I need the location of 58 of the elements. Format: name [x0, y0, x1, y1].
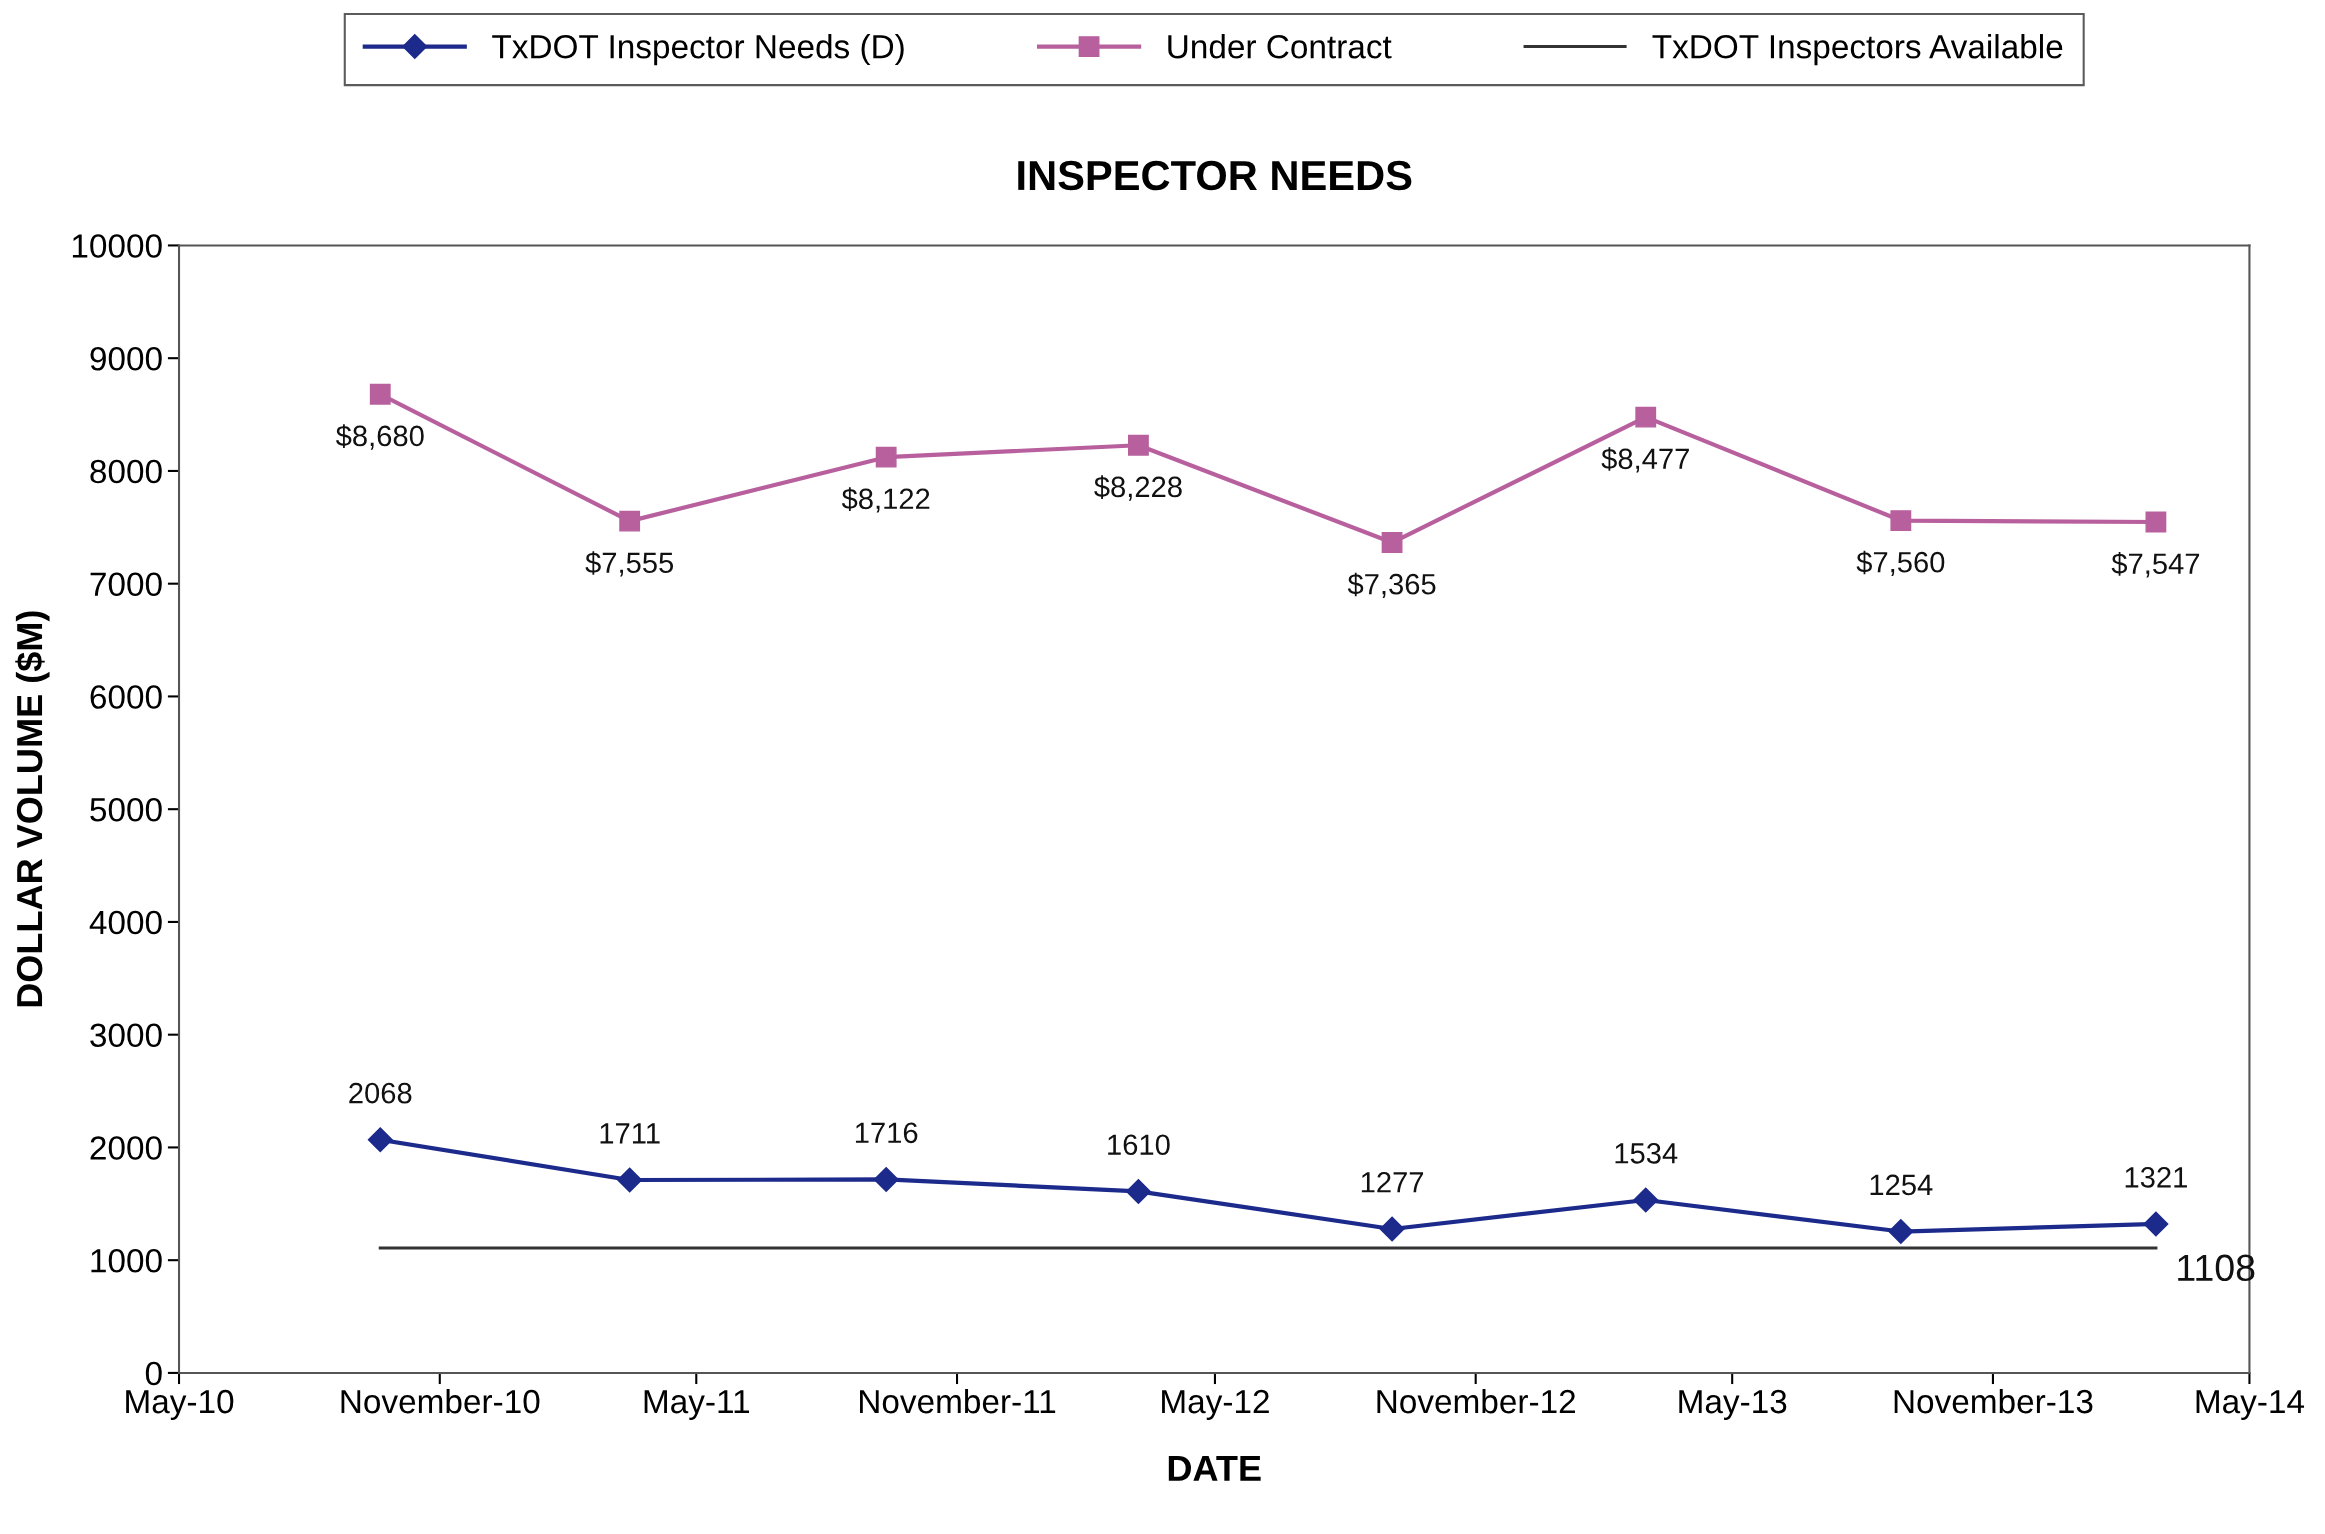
legend-label: Under Contract — [1168, 34, 1392, 59]
point — [1125, 1178, 1151, 1204]
data-label: 1277 — [1361, 1171, 1424, 1193]
y-tick-label: 0 — [145, 1361, 162, 1386]
data-label: $8,228 — [1094, 475, 1182, 501]
point — [2143, 1211, 2169, 1237]
y-tick-label: 5000 — [90, 797, 162, 822]
x-tick-label: November-13 — [1894, 1388, 2093, 1414]
data-label: $8,680 — [335, 424, 424, 450]
data-label: $7,365 — [1347, 572, 1436, 598]
point — [1635, 406, 1657, 428]
x-tick-label: November-12 — [1377, 1388, 1575, 1414]
x-tick-label: May-11 — [644, 1390, 749, 1420]
point — [1127, 434, 1149, 456]
data-label: $8,122 — [841, 487, 930, 513]
data-label: $7,547 — [2111, 552, 2200, 578]
point — [1633, 1187, 1659, 1213]
data-label: 1711 — [600, 1123, 660, 1144]
x-tick-label: May-13 — [1679, 1389, 1787, 1420]
chart-title: INSPECTOR NEEDS — [1018, 160, 1412, 191]
data-label: $7,555 — [585, 551, 674, 577]
y-tick-label: 9000 — [90, 346, 162, 371]
x-tick-label: November-10 — [341, 1388, 540, 1414]
point — [1381, 532, 1403, 553]
x-tick-label: May-14 — [2196, 1390, 2305, 1420]
data-label: 1610 — [1108, 1134, 1170, 1156]
y-tick-label: 1000 — [91, 1248, 162, 1273]
point — [1890, 510, 1912, 531]
point — [1888, 1219, 1914, 1245]
data-label: 1254 — [1870, 1174, 1933, 1196]
point — [2145, 511, 2167, 533]
y-tick-label: 2000 — [90, 1136, 162, 1160]
data-label: 1321 — [2125, 1167, 2187, 1188]
y-tick-label: 6000 — [90, 685, 162, 709]
x-tick-label: May-12 — [1162, 1389, 1269, 1420]
point — [875, 446, 897, 468]
x-axis-title: DATE — [1168, 1456, 1261, 1481]
data-label: $8,477 — [1601, 447, 1689, 473]
y-tick-label: 8000 — [90, 459, 162, 484]
point — [369, 383, 391, 405]
x-tick-label: November-11 — [860, 1388, 1056, 1414]
point — [1379, 1216, 1405, 1242]
data-label: 1534 — [1615, 1143, 1678, 1164]
data-label: 2068 — [349, 1082, 412, 1104]
point — [873, 1166, 899, 1192]
point — [367, 1127, 393, 1153]
point — [619, 510, 641, 532]
data-label: 1716 — [855, 1122, 918, 1144]
y-tick-label: 3000 — [90, 1023, 162, 1048]
y-axis-title: DOLLAR VOLUME ($M) — [15, 611, 50, 1007]
data-label: $7,560 — [1856, 550, 1945, 576]
legend-label: TxDOT Inspectors Available — [1652, 34, 2063, 66]
y-tick-label: 7000 — [90, 572, 162, 597]
y-tick-label: 4000 — [89, 910, 162, 935]
legend-label: TxDOT Inspector Needs (D) — [492, 34, 904, 66]
y-tick-label: 10000 — [72, 234, 162, 258]
x-tick-label: May-10 — [126, 1389, 234, 1420]
point — [617, 1167, 643, 1193]
